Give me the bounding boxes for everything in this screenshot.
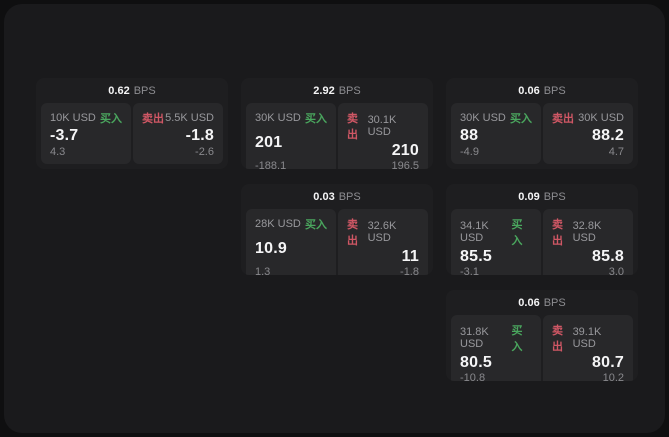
- quote-panels: 28K USD 买入 10.9 1.3 卖出 32.6K USD 11 -1.8: [241, 209, 433, 275]
- buy-side-label: 买入: [305, 219, 327, 231]
- sell-panel[interactable]: 卖出 30.1K USD 210 196.5: [338, 103, 428, 169]
- spread-unit: BPS: [543, 296, 566, 309]
- spread-header: 0.06 BPS: [446, 290, 638, 315]
- sell-size: 32.8K USD: [572, 220, 602, 244]
- quote-card-1: 0.62 BPS 10K USD 买入 -3.7 4.3 卖出 5.5K USD…: [36, 78, 228, 169]
- quote-panels: 30K USD 买入 88 -4.9 卖出 30K USD 88.2 4.7: [446, 103, 638, 169]
- sell-size: 30.1K USD: [367, 114, 397, 138]
- buy-size: 30K USD: [255, 112, 301, 124]
- buy-panel[interactable]: 30K USD 买入 88 -4.9: [451, 103, 541, 164]
- buy-size: 34.1K USD: [460, 220, 489, 244]
- sell-change: -2.6: [195, 146, 214, 158]
- spread-unit: BPS: [543, 84, 566, 97]
- buy-side-label: 买入: [511, 325, 523, 353]
- sell-price: 11: [401, 248, 419, 265]
- quote-card-5: 0.09 BPS 34.1K USD 买入 85.5 -3.1 卖出 32.8K…: [446, 184, 638, 275]
- buy-change: -188.1: [255, 160, 287, 169]
- buy-change: -10.8: [460, 372, 486, 381]
- buy-side-label: 买入: [510, 113, 532, 125]
- spread-value: 0.62: [108, 84, 130, 97]
- quote-grid: 0.62 BPS 10K USD 买入 -3.7 4.3 卖出 5.5K USD…: [36, 78, 638, 381]
- quote-panels: 10K USD 买入 -3.7 4.3 卖出 5.5K USD -1.8 -2.…: [36, 103, 228, 169]
- spread-unit: BPS: [543, 190, 566, 203]
- sell-price: 80.7: [592, 354, 624, 371]
- buy-size: 28K USD: [255, 218, 301, 230]
- spread-value: 2.92: [313, 84, 335, 97]
- spread-header: 2.92 BPS: [241, 78, 433, 103]
- spread-value: 0.09: [518, 190, 540, 203]
- sell-panel[interactable]: 卖出 30K USD 88.2 4.7: [543, 103, 633, 164]
- quote-panels: 30K USD 买入 201 -188.1 卖出 30.1K USD 210 1…: [241, 103, 433, 169]
- spread-header: 0.06 BPS: [446, 78, 638, 103]
- quote-card-2: 2.92 BPS 30K USD 买入 201 -188.1 卖出 30.1K …: [241, 78, 433, 169]
- sell-price: 210: [391, 142, 419, 159]
- buy-price: 10.9: [255, 240, 287, 257]
- spread-header: 0.09 BPS: [446, 184, 638, 209]
- sell-side-label: 卖出: [552, 219, 563, 247]
- buy-size: 30K USD: [460, 112, 506, 124]
- sell-side-label: 卖出: [552, 113, 574, 125]
- buy-price: -3.7: [50, 127, 79, 144]
- buy-change: -3.1: [460, 266, 479, 275]
- quote-panels: 34.1K USD 买入 85.5 -3.1 卖出 32.8K USD 85.8…: [446, 209, 638, 275]
- sell-change: 4.7: [608, 146, 624, 158]
- spread-value: 0.03: [313, 190, 335, 203]
- buy-side-label: 买入: [511, 219, 523, 247]
- spread-header: 0.03 BPS: [241, 184, 433, 209]
- spread-unit: BPS: [133, 84, 156, 97]
- sell-side-label: 卖出: [347, 113, 358, 141]
- buy-size: 31.8K USD: [460, 326, 489, 350]
- sell-change: -1.8: [400, 266, 419, 275]
- buy-size: 10K USD: [50, 112, 96, 124]
- sell-panel[interactable]: 卖出 5.5K USD -1.8 -2.6: [133, 103, 223, 164]
- buy-side-label: 买入: [100, 113, 122, 125]
- buy-price: 85.5: [460, 248, 492, 265]
- quote-panels: 31.8K USD 买入 80.5 -10.8 卖出 39.1K USD 80.…: [446, 315, 638, 381]
- buy-price: 80.5: [460, 354, 492, 371]
- sell-size: 5.5K USD: [165, 112, 214, 124]
- quote-card-4: 0.03 BPS 28K USD 买入 10.9 1.3 卖出 32.6K US…: [241, 184, 433, 275]
- buy-change: 4.3: [50, 146, 66, 158]
- sell-panel[interactable]: 卖出 39.1K USD 80.7 10.2: [543, 315, 633, 381]
- spread-value: 0.06: [518, 84, 540, 97]
- sell-panel[interactable]: 卖出 32.6K USD 11 -1.8: [338, 209, 428, 275]
- quote-card-3: 0.06 BPS 30K USD 买入 88 -4.9 卖出 30K USD 8…: [446, 78, 638, 169]
- buy-panel[interactable]: 34.1K USD 买入 85.5 -3.1: [451, 209, 541, 275]
- sell-price: 88.2: [592, 127, 624, 144]
- sell-size: 39.1K USD: [572, 326, 602, 350]
- buy-panel[interactable]: 31.8K USD 买入 80.5 -10.8: [451, 315, 541, 381]
- sell-change: 10.2: [602, 372, 624, 381]
- buy-panel[interactable]: 10K USD 买入 -3.7 4.3: [41, 103, 131, 164]
- buy-side-label: 买入: [305, 113, 327, 125]
- sell-side-label: 卖出: [142, 113, 164, 125]
- buy-panel[interactable]: 30K USD 买入 201 -188.1: [246, 103, 336, 169]
- sell-side-label: 卖出: [552, 325, 563, 353]
- buy-change: -4.9: [460, 146, 479, 158]
- sell-panel[interactable]: 卖出 32.8K USD 85.8 3.0: [543, 209, 633, 275]
- buy-price: 201: [255, 134, 283, 151]
- buy-panel[interactable]: 28K USD 买入 10.9 1.3: [246, 209, 336, 275]
- sell-side-label: 卖出: [347, 219, 358, 247]
- buy-price: 88: [460, 127, 479, 144]
- buy-change: 1.3: [255, 266, 271, 275]
- spread-header: 0.62 BPS: [36, 78, 228, 103]
- sell-change: 196.5: [391, 160, 419, 169]
- sell-change: 3.0: [608, 266, 624, 275]
- sell-size: 30K USD: [578, 112, 624, 124]
- spread-unit: BPS: [338, 84, 361, 97]
- spread-value: 0.06: [518, 296, 540, 309]
- sell-size: 32.6K USD: [367, 220, 397, 244]
- spread-unit: BPS: [338, 190, 361, 203]
- sell-price: 85.8: [592, 248, 624, 265]
- quote-card-6: 0.06 BPS 31.8K USD 买入 80.5 -10.8 卖出 39.1…: [446, 290, 638, 381]
- sell-price: -1.8: [185, 127, 214, 144]
